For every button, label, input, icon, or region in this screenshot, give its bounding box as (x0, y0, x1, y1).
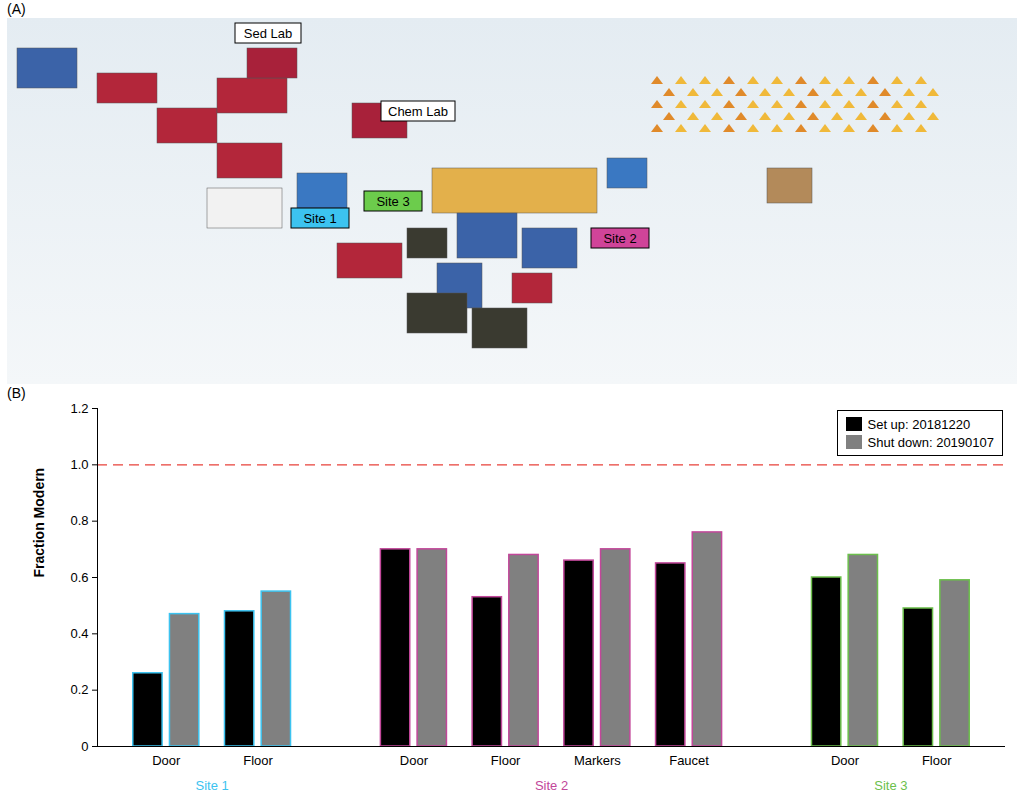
svg-text:Door: Door (831, 753, 860, 768)
svg-text:Door: Door (400, 753, 429, 768)
svg-text:0.8: 0.8 (70, 513, 88, 528)
svg-text:0.6: 0.6 (70, 570, 88, 585)
svg-text:0.4: 0.4 (70, 626, 88, 641)
svg-text:Markers: Markers (574, 753, 621, 768)
svg-text:Chem Lab: Chem Lab (388, 104, 448, 119)
svg-text:Site 2: Site 2 (603, 231, 636, 246)
svg-text:Site 3: Site 3 (376, 194, 409, 209)
svg-text:0.2: 0.2 (70, 682, 88, 697)
svg-text:Fraction Modern: Fraction Modern (31, 468, 47, 578)
svg-text:Sed Lab: Sed Lab (244, 26, 292, 41)
html-text:(A): (A) (7, 1, 26, 17)
svg-text:1.2: 1.2 (70, 401, 88, 416)
svg-text:Floor: Floor (491, 753, 521, 768)
svg-text:Floor: Floor (243, 753, 273, 768)
html-text:Set up: 20181220: Set up: 20181220 (867, 416, 971, 432)
svg-text:0: 0 (81, 739, 88, 754)
svg-text:Site 1: Site 1 (196, 778, 229, 793)
svg-text:Site 2: Site 2 (535, 778, 568, 793)
svg-text:Site 1: Site 1 (303, 211, 336, 226)
svg-text:1.0: 1.0 (70, 457, 88, 472)
html-text:(B): (B) (7, 385, 26, 401)
svg-text:Site 3: Site 3 (874, 778, 907, 793)
html-text:Shut down: 20190107: Shut down: 20190107 (867, 434, 994, 450)
svg-text:Door: Door (152, 753, 181, 768)
svg-text:Faucet: Faucet (669, 753, 709, 768)
svg-text:Floor: Floor (922, 753, 952, 768)
